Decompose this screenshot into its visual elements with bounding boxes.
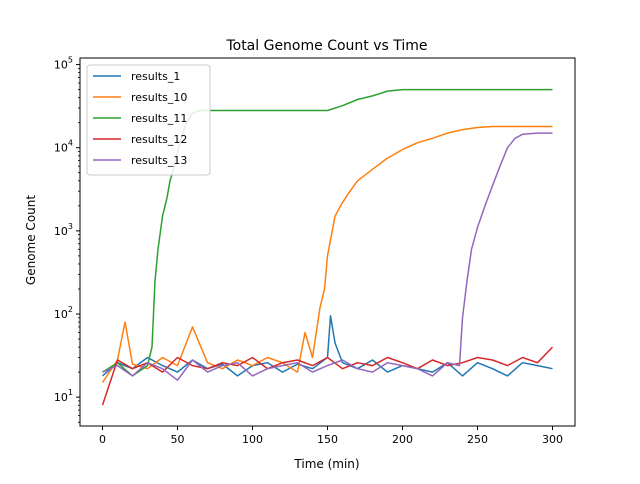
legend-label: results_11 <box>131 112 187 125</box>
x-axis-label: Time (min) <box>293 457 359 471</box>
x-tick-label: 250 <box>467 433 488 446</box>
legend-frame <box>86 64 211 176</box>
legend-label: results_13 <box>131 154 187 167</box>
x-tick-label: 200 <box>392 433 413 446</box>
series-line-results-1 <box>102 315 553 377</box>
series-line-results-10 <box>101 125 553 383</box>
y-axis-label: Genome Count <box>24 195 38 285</box>
y-tick-label: 104 <box>54 139 73 155</box>
series-line-results-13 <box>102 132 553 381</box>
legend: results_1 results_10 results_11 results_12r… <box>86 64 211 176</box>
x-tick-label: 300 <box>542 433 563 446</box>
legend-label: results_10 <box>131 91 187 104</box>
x-tick-label: 50 <box>171 433 185 446</box>
series-line-results-12 <box>101 346 554 406</box>
legend-label: results_1 <box>131 70 180 83</box>
y-tick-label: 102 <box>54 305 73 321</box>
legend-label: results_12 <box>131 133 187 146</box>
y-tick-label: 105 <box>54 56 73 72</box>
x-tick-label: 0 <box>99 433 106 446</box>
y-tick-label: 101 <box>54 388 73 404</box>
series-line-results-11 <box>102 88 553 377</box>
x-tick-label: 100 <box>242 433 263 446</box>
y-tick-label: 103 <box>54 222 73 238</box>
chart-title: Total Genome Count vs Time <box>225 38 427 54</box>
x-tick-label: 150 <box>317 433 338 446</box>
